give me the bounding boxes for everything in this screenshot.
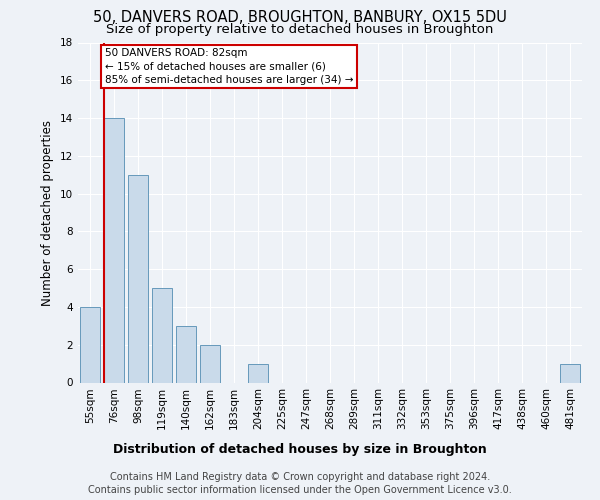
Y-axis label: Number of detached properties: Number of detached properties [41, 120, 55, 306]
Text: Contains public sector information licensed under the Open Government Licence v3: Contains public sector information licen… [88, 485, 512, 495]
Text: Contains HM Land Registry data © Crown copyright and database right 2024.: Contains HM Land Registry data © Crown c… [110, 472, 490, 482]
Text: Size of property relative to detached houses in Broughton: Size of property relative to detached ho… [106, 22, 494, 36]
Bar [560, 364, 580, 382]
Bar [248, 364, 268, 382]
Bar [104, 118, 124, 382]
Text: Distribution of detached houses by size in Broughton: Distribution of detached houses by size … [113, 442, 487, 456]
Bar [176, 326, 196, 382]
Bar [128, 174, 148, 382]
Text: 50, DANVERS ROAD, BROUGHTON, BANBURY, OX15 5DU: 50, DANVERS ROAD, BROUGHTON, BANBURY, OX… [93, 10, 507, 25]
Bar [152, 288, 172, 382]
Bar [80, 307, 100, 382]
Bar [200, 344, 220, 383]
Text: 50 DANVERS ROAD: 82sqm
← 15% of detached houses are smaller (6)
85% of semi-deta: 50 DANVERS ROAD: 82sqm ← 15% of detached… [105, 48, 353, 84]
